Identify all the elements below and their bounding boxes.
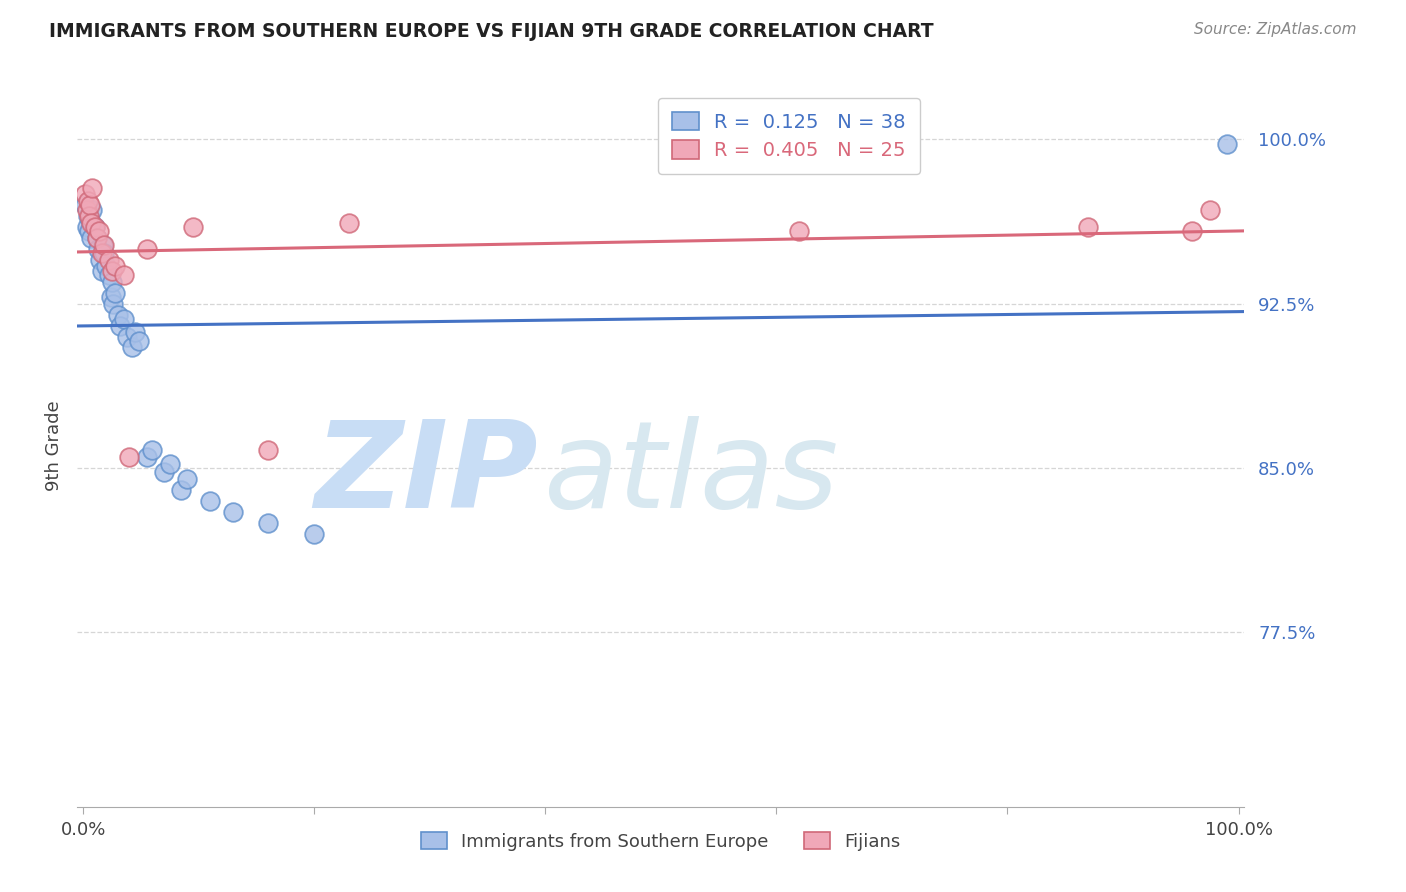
Point	[121, 341, 143, 355]
Point	[170, 483, 193, 497]
Point	[101, 296, 124, 310]
Text: ZIP: ZIP	[315, 417, 538, 533]
Point	[76, 209, 98, 223]
Point	[135, 242, 157, 256]
Point	[90, 246, 112, 260]
Text: Source: ZipAtlas.com: Source: ZipAtlas.com	[1194, 22, 1357, 37]
Point	[112, 312, 135, 326]
Point	[86, 231, 108, 245]
Y-axis label: 9th Grade: 9th Grade	[45, 401, 63, 491]
Legend: Immigrants from Southern Europe, Fijians: Immigrants from Southern Europe, Fijians	[409, 819, 912, 863]
Point	[90, 264, 112, 278]
Point	[104, 285, 127, 300]
Point	[337, 216, 360, 230]
Point	[91, 237, 114, 252]
Point	[100, 290, 122, 304]
Point	[124, 325, 146, 339]
Point	[257, 443, 280, 458]
Point	[135, 450, 157, 464]
Point	[76, 202, 98, 217]
Point	[75, 198, 97, 212]
Point	[96, 260, 118, 274]
Point	[115, 329, 138, 343]
Point	[118, 450, 141, 464]
Point	[77, 224, 100, 238]
Point	[89, 252, 111, 267]
Point	[80, 216, 103, 230]
Point	[302, 526, 325, 541]
Point	[153, 465, 176, 479]
Point	[101, 275, 124, 289]
Point	[89, 224, 111, 238]
Point	[83, 220, 105, 235]
Point	[128, 334, 150, 348]
Point	[97, 252, 120, 267]
Point	[141, 443, 163, 458]
Point	[83, 220, 105, 235]
Point	[77, 209, 100, 223]
Point	[101, 264, 124, 278]
Point	[1077, 220, 1099, 235]
Text: IMMIGRANTS FROM SOUTHERN EUROPE VS FIJIAN 9TH GRADE CORRELATION CHART: IMMIGRANTS FROM SOUTHERN EUROPE VS FIJIA…	[49, 22, 934, 41]
Point	[104, 260, 127, 274]
Point	[82, 202, 104, 217]
Point	[257, 516, 280, 530]
Point	[79, 213, 101, 227]
Point	[75, 187, 97, 202]
Point	[789, 224, 811, 238]
Point	[181, 220, 204, 235]
Point	[80, 231, 103, 245]
Point	[1181, 224, 1204, 238]
Point	[222, 505, 245, 519]
Text: atlas: atlas	[544, 417, 839, 533]
Point	[87, 242, 110, 256]
Point	[79, 198, 101, 212]
Point	[112, 268, 135, 283]
Point	[76, 194, 98, 208]
Point	[1198, 202, 1220, 217]
Point	[200, 493, 222, 508]
Point	[93, 246, 115, 260]
Point	[176, 472, 198, 486]
Point	[76, 220, 98, 235]
Point	[97, 268, 120, 283]
Point	[108, 318, 131, 333]
Point	[82, 180, 104, 194]
Point	[107, 308, 129, 322]
Point	[159, 457, 181, 471]
Point	[93, 237, 115, 252]
Point	[86, 231, 108, 245]
Point	[1216, 136, 1239, 151]
